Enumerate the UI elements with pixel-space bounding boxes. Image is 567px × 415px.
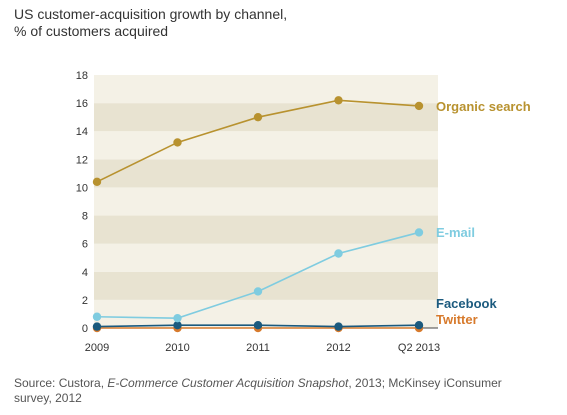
x-axis-ticks: 2009 2010 2011 2012 Q2 2013 <box>85 342 440 354</box>
data-point-organic-search <box>253 112 263 122</box>
data-point-facebook <box>334 322 343 331</box>
y-tick-label: 18 <box>76 70 88 82</box>
grid-band <box>94 215 438 244</box>
grid-band <box>94 131 438 160</box>
x-tick-label: 2012 <box>326 342 350 354</box>
series-label-twitter: Twitter <box>436 312 478 327</box>
y-tick-label: 4 <box>82 267 88 279</box>
grid-band <box>94 187 438 216</box>
data-point-facebook <box>92 322 102 331</box>
y-tick-label: 14 <box>76 126 88 138</box>
source-prefix: Source: Custora, <box>14 376 108 390</box>
grid-band <box>94 159 438 188</box>
y-tick-label: 2 <box>82 295 88 307</box>
series-group <box>92 96 424 333</box>
x-tick-label: Q2 2013 <box>398 342 440 354</box>
chart-title-line-2: % of customers acquired <box>14 23 169 39</box>
chart-title-line-1: US customer-acquisition growth by channe… <box>14 6 288 22</box>
data-point-facebook <box>173 320 182 330</box>
grid-band <box>94 243 438 272</box>
x-tick-label: 2010 <box>165 342 189 354</box>
data-point-organic-search <box>173 138 182 147</box>
grid-bands <box>94 75 438 329</box>
source-note: Source: Custora, E-Commerce Customer Acq… <box>14 376 534 406</box>
data-point-e-mail <box>253 287 263 296</box>
y-tick-label: 6 <box>82 239 88 251</box>
data-point-facebook <box>414 320 424 330</box>
grid-band <box>94 103 438 132</box>
grid-band <box>94 299 438 328</box>
y-tick-label: 16 <box>76 98 88 110</box>
chart-title: US customer-acquisition growth by channe… <box>14 6 287 40</box>
series-label-facebook: Facebook <box>436 296 497 311</box>
y-tick-label: 12 <box>76 154 88 166</box>
data-point-e-mail <box>173 313 182 323</box>
data-point-organic-search <box>414 101 424 111</box>
grid-band <box>94 75 438 104</box>
data-point-e-mail <box>92 312 102 321</box>
x-tick-label: 2011 <box>246 342 270 354</box>
y-tick-label: 8 <box>82 211 88 223</box>
x-tick-label: 2009 <box>85 342 109 354</box>
series-label-organic-search: Organic search <box>436 99 531 114</box>
data-point-e-mail <box>334 249 343 258</box>
data-point-organic-search <box>334 96 343 105</box>
source-suffix: , 2013; McKinsey iConsumer survey, 2012 <box>14 376 502 405</box>
data-point-e-mail <box>414 228 424 237</box>
y-tick-label: 0 <box>82 323 88 335</box>
series-label-e-mail: E-mail <box>436 225 475 240</box>
y-tick-label: 10 <box>76 182 88 194</box>
data-point-organic-search <box>92 177 102 187</box>
data-point-facebook <box>253 320 263 330</box>
grid-band <box>94 271 438 300</box>
y-axis-ticks: 0 2 4 6 8 10 12 14 16 18 <box>76 70 88 335</box>
source-title: E-Commerce Customer Acquisition Snapshot <box>107 376 349 390</box>
